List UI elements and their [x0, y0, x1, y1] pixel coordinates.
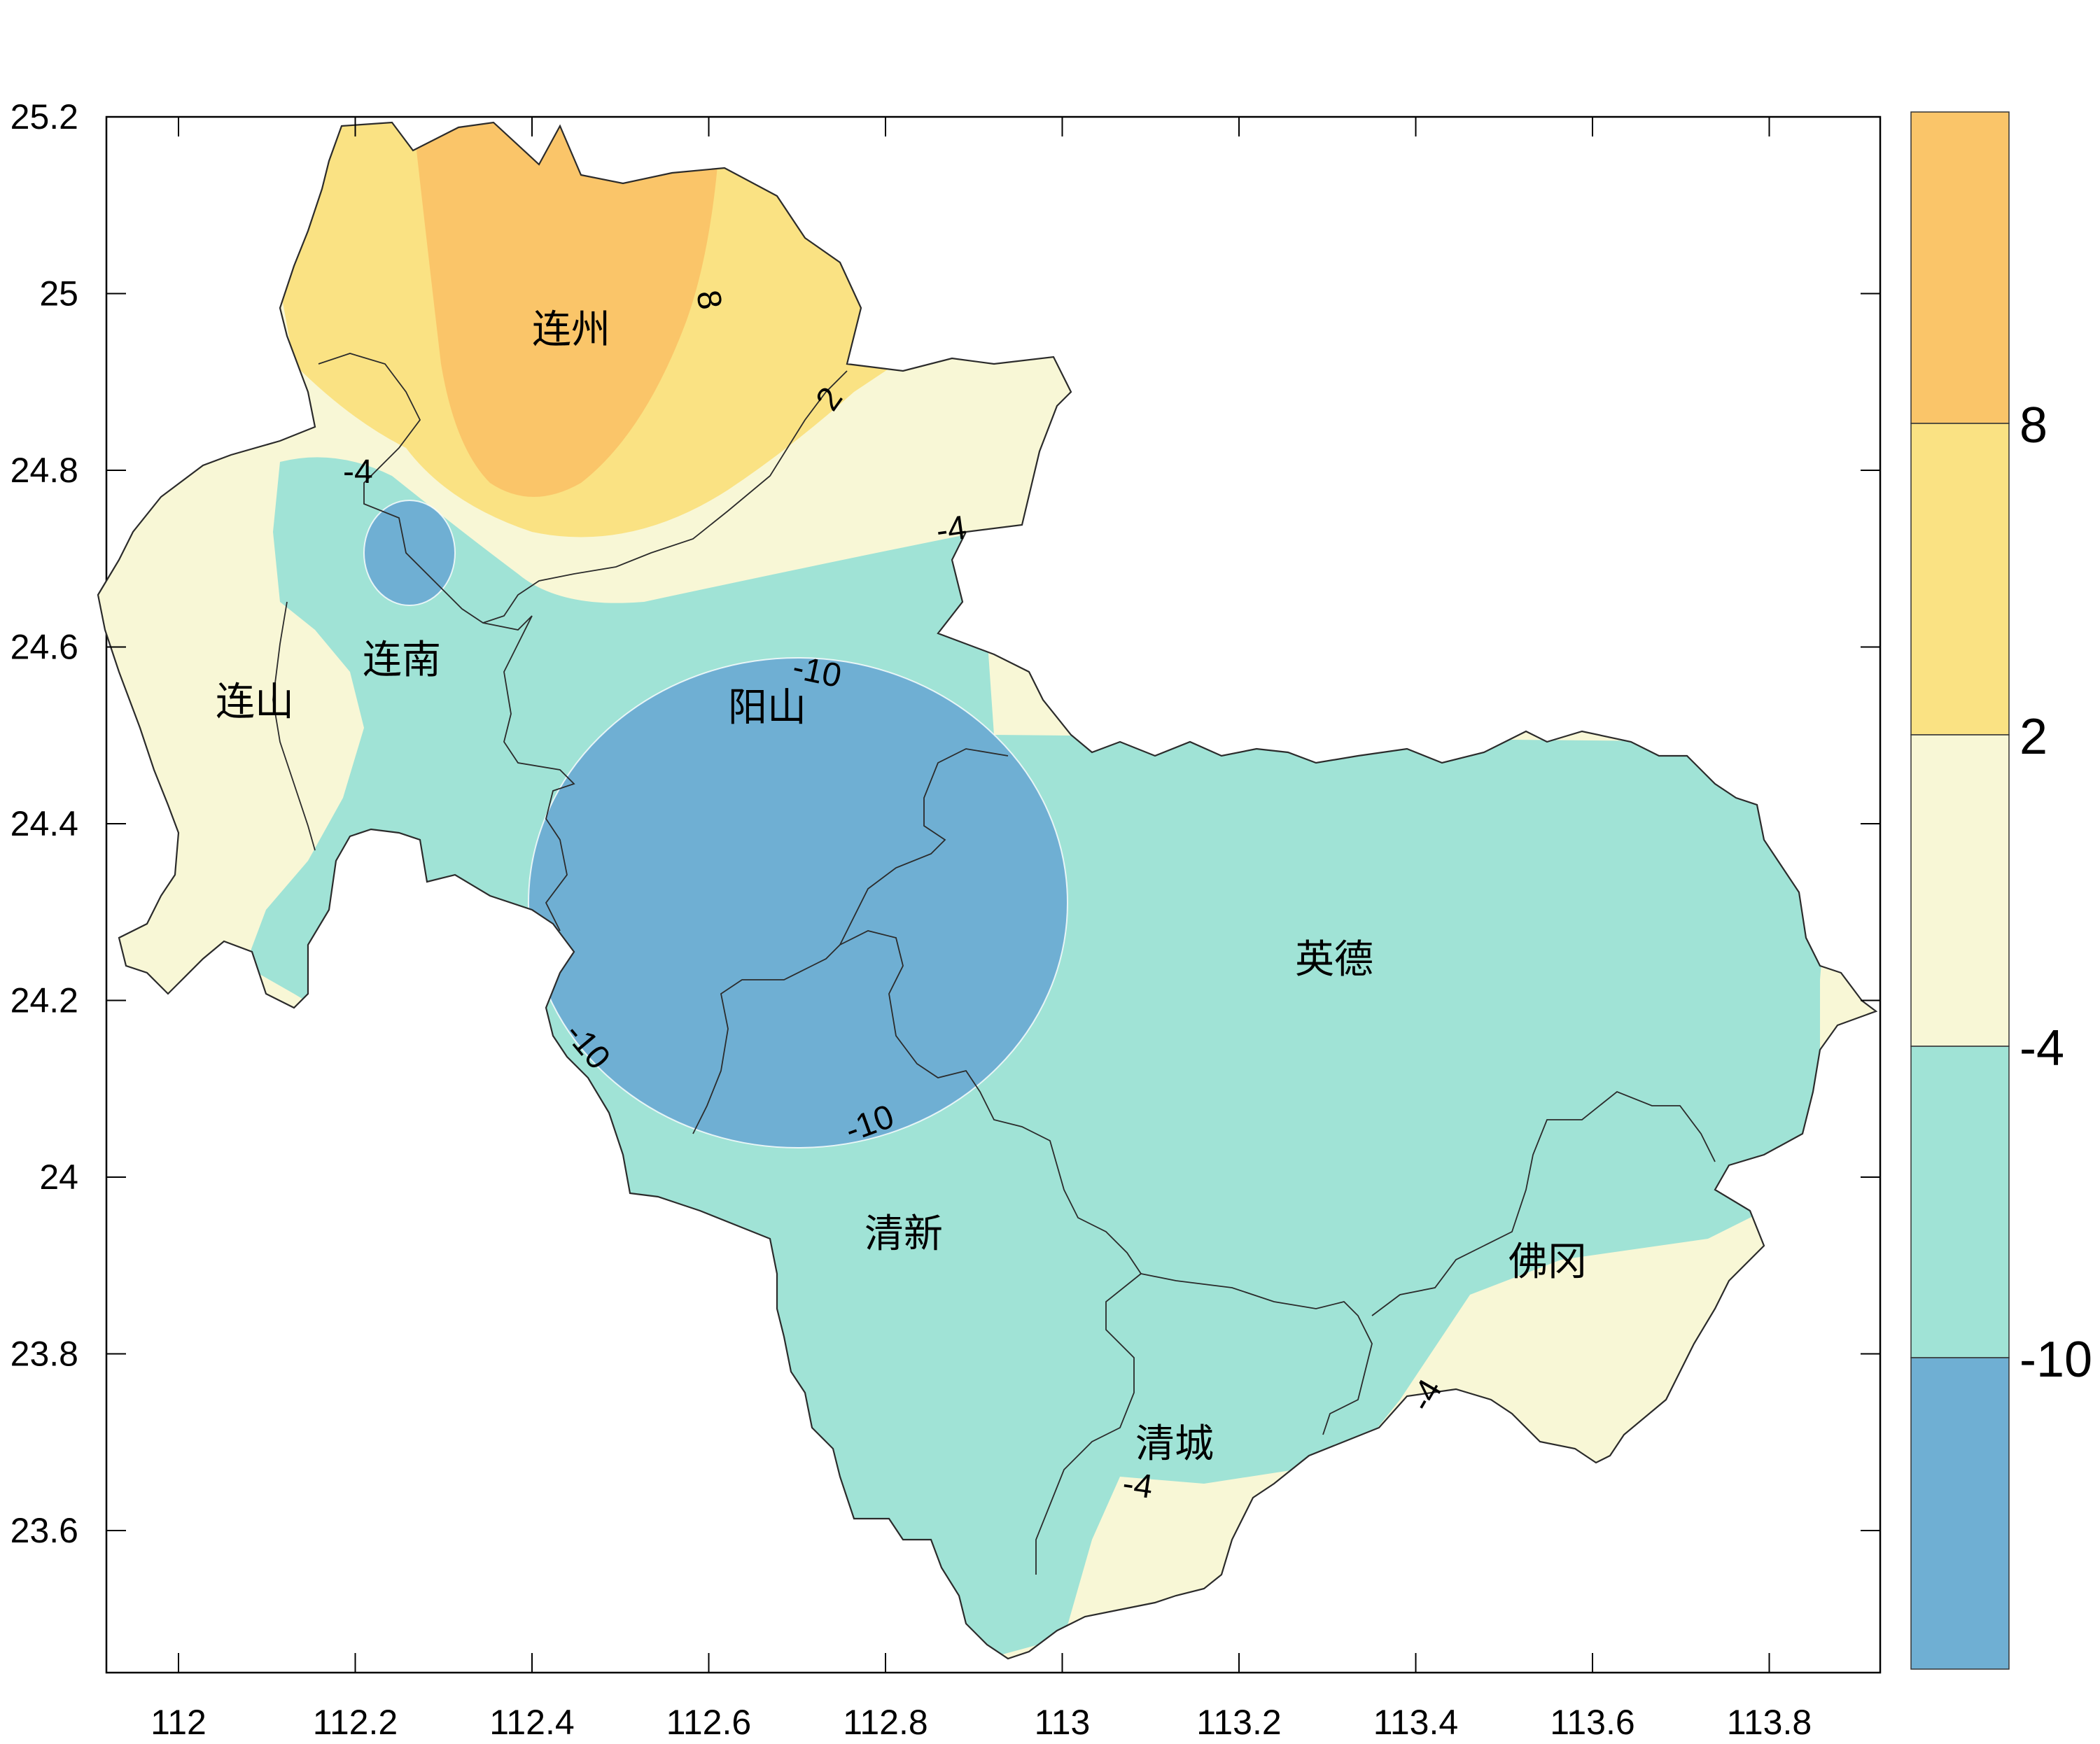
region-border — [97, 121, 1878, 1660]
contour-label-minus-4-qingcheng: -4 — [1120, 1465, 1155, 1505]
x-tick-label: 113.2 — [1196, 1703, 1281, 1742]
x-tick-label: 113 — [1035, 1703, 1091, 1742]
x-tick-label: 113.6 — [1550, 1703, 1634, 1742]
y-tick-label: 24 — [39, 1158, 78, 1197]
y-axis: 25.2 25 24.8 24.6 24.4 24.2 24 23.8 23.6 — [10, 97, 1880, 1550]
fill-minus-10-to-minus-4 — [245, 457, 1834, 1659]
border-liannan-lianshan — [272, 601, 316, 851]
colorbar: 8 2 -4 -10 — [1910, 111, 2092, 1670]
colorbar-band-minus-4-to-2 — [1910, 734, 2010, 1047]
border-qingxin-qingcheng — [1035, 1273, 1142, 1575]
y-tick-label: 24.2 — [10, 981, 78, 1020]
colorbar-band-minus-10-to-minus-4 — [1910, 1046, 2010, 1358]
x-tick-label: 112.6 — [666, 1703, 751, 1742]
county-label-qingcheng: 清城 — [1135, 1421, 1214, 1467]
x-axis: 112 112.2 112.4 112.6 112.8 113 113.2 113.4 113.… — [150, 117, 1812, 1742]
x-tick-label: 112.2 — [313, 1703, 398, 1742]
y-tick-label: 24.8 — [10, 451, 78, 490]
colorbar-label-minus-10: -10 — [2019, 1332, 2092, 1388]
contour-label-minus-4-liannan: -4 — [343, 453, 373, 491]
y-tick-label: 24.4 — [10, 804, 78, 843]
x-tick-label: 113.8 — [1727, 1703, 1812, 1742]
colorbar-band-2-to-8 — [1910, 423, 2010, 736]
county-label-liannan: 连南 — [363, 638, 441, 683]
y-tick-label: 23.6 — [10, 1511, 78, 1550]
county-label-qingxin: 清新 — [864, 1211, 943, 1257]
fill-above-8 — [413, 122, 721, 497]
contour-line-minus-10-small — [363, 500, 456, 606]
county-label-lianshan: 连山 — [216, 680, 294, 725]
colorbar-band-below-minus-10 — [1910, 1357, 2010, 1670]
border-liannan-yangshan — [482, 615, 575, 931]
x-tick-label: 113.4 — [1373, 1703, 1458, 1742]
colorbar-label-8: 8 — [2019, 398, 2047, 453]
contour-lines — [363, 500, 1068, 1148]
plot-frame — [105, 115, 1882, 1674]
colorbar-band-above-8 — [1910, 111, 2010, 424]
y-tick-label: 23.8 — [10, 1335, 78, 1374]
y-tick-label: 25 — [39, 274, 78, 314]
x-tick-label: 112.8 — [843, 1703, 927, 1742]
border-yangshan-yingde — [839, 930, 1142, 1274]
border-yangshan-qingxin — [692, 748, 1009, 1134]
county-labels: 连州 连南 连山 阳山 英德 清新 佛冈 清城 — [216, 307, 1587, 1467]
county-label-yingde: 英德 — [1295, 937, 1373, 983]
border-yingde-fogang — [1371, 1090, 1716, 1316]
fill-below-minus-10-yangshan — [528, 658, 1068, 1148]
border-yingde-qingcheng — [1140, 1273, 1373, 1435]
county-label-lianzhou: 连州 — [532, 307, 610, 353]
contour-line-minus-10-big — [528, 657, 1068, 1148]
y-tick-label: 25.2 — [10, 97, 78, 136]
contour-label-minus-4-yangshan: -4 — [934, 509, 969, 549]
county-label-yangshan: 阳山 — [728, 685, 806, 731]
colorbar-label-2: 2 — [2019, 709, 2047, 765]
colorbar-label-minus-4: -4 — [2019, 1020, 2064, 1076]
county-borders — [272, 353, 1716, 1575]
county-label-fogang: 佛冈 — [1508, 1239, 1587, 1285]
x-tick-label: 112 — [150, 1703, 206, 1742]
y-tick-label: 24.6 — [10, 628, 78, 667]
x-tick-label: 112.4 — [489, 1703, 574, 1742]
